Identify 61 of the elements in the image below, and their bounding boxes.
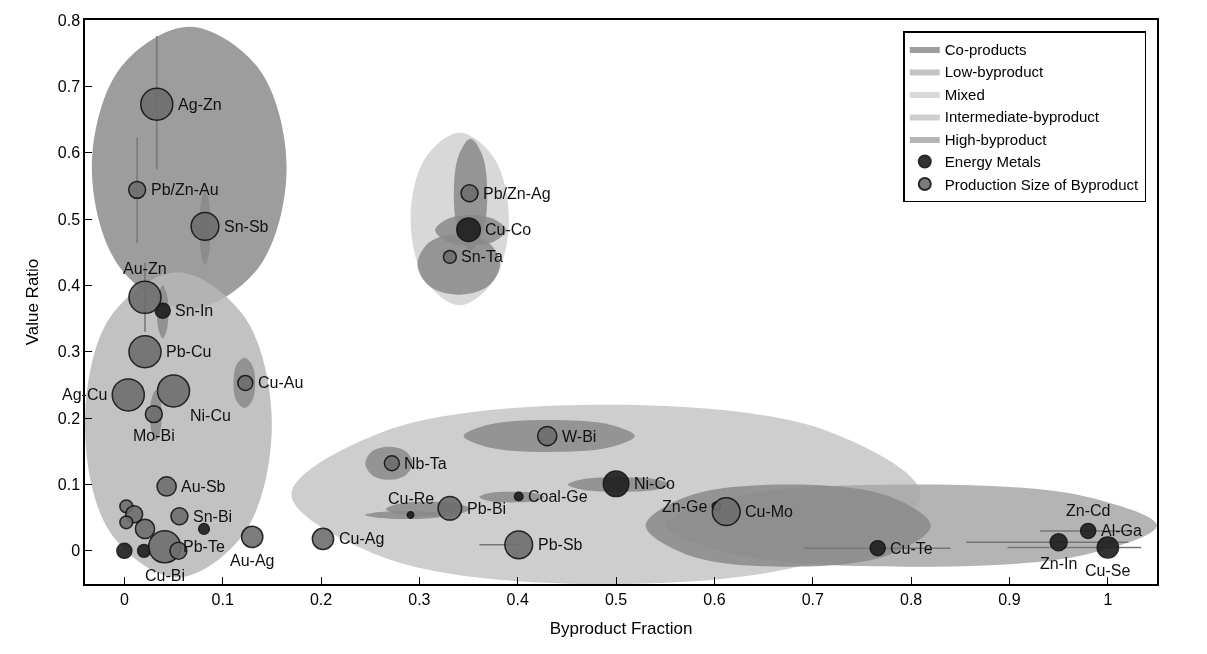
annotation: Nb-Ta — [404, 455, 447, 472]
x-tick-label: 0.8 — [900, 590, 923, 608]
x-axis-title: Byproduct Fraction — [549, 618, 693, 638]
annotation: Cu-Mo — [745, 503, 794, 520]
x-tick-label: 0.4 — [506, 590, 529, 608]
annotation: Sn-In — [175, 302, 214, 319]
annotation: Cu-Re — [388, 490, 435, 507]
annotation: Mo-Bi — [133, 427, 175, 444]
annotation: Ni-Cu — [190, 407, 231, 424]
annotation: Au-Sb — [181, 478, 226, 495]
legend-label: Mixed — [944, 85, 985, 103]
annotation: Cu-Au — [258, 374, 304, 391]
annotation: Sn-Bi — [193, 508, 233, 525]
legend-label: Production Size of Byproduct — [944, 175, 1140, 193]
annotation: Zn-Ge — [662, 498, 708, 515]
annotation: W-Bi — [562, 428, 597, 445]
legend-label: Low-byproduct — [944, 63, 1044, 81]
y-tick-label: 0.3 — [57, 343, 81, 361]
x-tick-label: 0.6 — [703, 590, 726, 608]
x-tick-label: 0 — [119, 590, 129, 608]
annotation: Pb-Te — [183, 538, 225, 555]
annotation: Ag-Zn — [178, 96, 222, 113]
x-tick-label: 1 — [1103, 590, 1113, 608]
y-axis-title: Value Ratio — [22, 258, 42, 346]
y-tick-label: 0.6 — [57, 144, 81, 162]
y-tick-label: 0 — [71, 542, 81, 560]
annotation: Cu-Bi — [145, 567, 186, 584]
y-tick-label: 0.8 — [57, 11, 81, 29]
annotation: Pb-Sb — [538, 536, 583, 553]
legend-label: Intermediate-byproduct — [944, 108, 1100, 126]
y-tick-label: 0.2 — [57, 409, 81, 427]
x-tick-label: 0.2 — [309, 590, 333, 608]
annotation: Coal-Ge — [528, 488, 588, 505]
annotation: Cu-Te — [890, 540, 933, 557]
x-tick-label: 0.7 — [801, 590, 824, 608]
y-tick-label: 0.5 — [57, 210, 81, 228]
legend-label: High-byproduct — [944, 130, 1048, 148]
y-tick-label: 0.1 — [57, 476, 81, 494]
y-tick-label: 0.7 — [57, 77, 81, 95]
annotation: Al-Ga — [1101, 522, 1142, 539]
legend-label: Energy Metals — [944, 153, 1041, 171]
x-tick-label: 0.5 — [604, 590, 628, 608]
annotation: Ni-Co — [634, 475, 675, 492]
annotation: Zn-In — [1040, 555, 1078, 572]
annotation: Sn-Sb — [224, 218, 269, 235]
annotation: Cu-Se — [1085, 562, 1131, 579]
annotation: Pb/Zn-Ag — [483, 185, 551, 202]
x-tick-label: 0.3 — [408, 590, 431, 608]
annotation: Cu-Ag — [339, 530, 385, 547]
annotation: Zn-Cd — [1066, 502, 1111, 519]
annotation: Pb/Zn-Au — [151, 181, 219, 198]
annotation: Sn-Ta — [461, 248, 503, 265]
legend-label: Co-products — [944, 40, 1027, 58]
x-tick-label: 0.9 — [998, 590, 1021, 608]
annotation: Pb-Bi — [467, 500, 507, 517]
annotation: Au-Ag — [230, 552, 275, 569]
y-tick-label: 0.4 — [57, 277, 81, 295]
x-tick-label: 0.1 — [211, 590, 234, 608]
annotation: Cu-Co — [485, 221, 532, 238]
annotation: Au-Zn — [123, 260, 167, 277]
annotation: Pb-Cu — [166, 343, 212, 360]
